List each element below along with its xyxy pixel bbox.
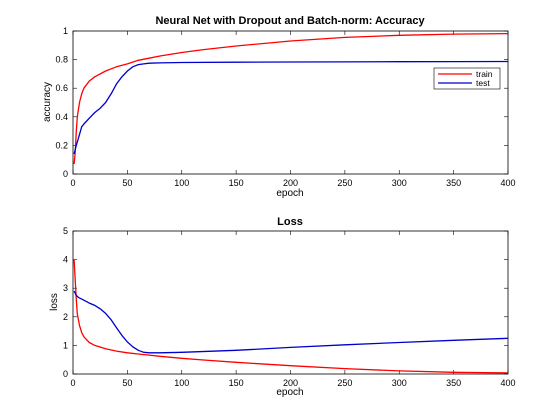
accuracy-title: Neural Net with Dropout and Batch-norm: … xyxy=(155,15,425,27)
accuracy-train-line xyxy=(73,32,509,165)
loss-axes-box xyxy=(72,230,509,375)
accuracy-ylabel: accuracy xyxy=(42,82,53,122)
loss-ticks: 0 50 100 150 200 250 300 350 400 0 1 2 3 4 5 xyxy=(63,226,516,388)
accuracy-ytick-label: 0 xyxy=(63,169,68,179)
loss-xtick-label: 50 xyxy=(122,378,132,388)
loss-ytick-label: 5 xyxy=(63,226,68,236)
accuracy-xtick-label: 0 xyxy=(70,178,75,188)
legend-test-label: test xyxy=(476,78,490,88)
accuracy-xtick-label: 100 xyxy=(174,178,189,188)
accuracy-ytick-label: 0.4 xyxy=(55,112,68,122)
loss-xtick-label: 150 xyxy=(229,378,244,388)
loss-test-line xyxy=(73,290,509,354)
accuracy-ytick-label: 0.8 xyxy=(55,55,68,65)
accuracy-ytick-label: 0.6 xyxy=(55,83,68,93)
accuracy-xtick-label: 200 xyxy=(283,178,298,188)
accuracy-test-line xyxy=(73,60,509,155)
accuracy-legend: train test xyxy=(433,67,501,90)
loss-xtick-label: 250 xyxy=(337,378,352,388)
loss-plot: Loss 0 50 100 150 200 250 300 350 400 0 1 2 3 4 5 epoc… xyxy=(49,216,516,398)
loss-xtick-label: 200 xyxy=(283,378,298,388)
loss-ytick-label: 3 xyxy=(63,283,68,293)
loss-xtick-label: 100 xyxy=(174,378,189,388)
loss-lines xyxy=(73,259,509,374)
loss-xtick-label: 400 xyxy=(500,378,515,388)
accuracy-axes-box xyxy=(72,30,509,175)
accuracy-lines xyxy=(73,32,509,165)
accuracy-ticks: 0 50 100 150 200 250 300 350 400 0 0.2 0.4 0.6 0.8 1 xyxy=(55,26,515,188)
accuracy-xtick-label: 350 xyxy=(446,178,461,188)
loss-xlabel: epoch xyxy=(276,387,303,398)
loss-ytick-label: 4 xyxy=(63,255,68,265)
loss-ytick-label: 1 xyxy=(63,340,68,350)
loss-ytick-label: 2 xyxy=(63,312,68,322)
loss-title: Loss xyxy=(277,216,303,228)
accuracy-xtick-label: 150 xyxy=(229,178,244,188)
legend-box xyxy=(433,67,501,90)
accuracy-ytick-label: 0.2 xyxy=(55,140,68,150)
loss-train-line xyxy=(73,259,509,374)
accuracy-ytick-label: 1 xyxy=(63,26,68,36)
accuracy-xtick-label: 300 xyxy=(392,178,407,188)
accuracy-xlabel: epoch xyxy=(276,188,303,199)
loss-xtick-label: 0 xyxy=(70,378,75,388)
accuracy-xtick-label: 400 xyxy=(500,178,515,188)
accuracy-plot: Neural Net with Dropout and Batch-norm: … xyxy=(42,15,516,199)
loss-xtick-label: 300 xyxy=(392,378,407,388)
loss-ylabel: loss xyxy=(49,293,60,311)
accuracy-xtick-label: 50 xyxy=(122,178,132,188)
legend-train-label: train xyxy=(476,69,493,79)
loss-xtick-label: 350 xyxy=(446,378,461,388)
accuracy-xtick-label: 250 xyxy=(337,178,352,188)
loss-ytick-label: 0 xyxy=(63,369,68,379)
